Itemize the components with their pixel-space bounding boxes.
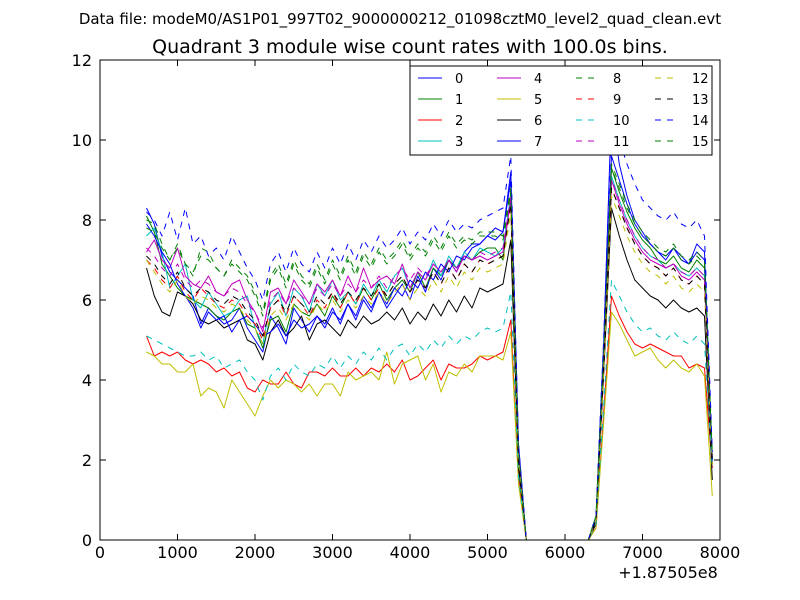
x-tick-label: 5000 [467,543,508,562]
legend-label-4: 4 [534,72,542,87]
y-tick-label: 12 [72,51,92,70]
y-tick-label: 6 [82,291,92,310]
legend-label-2: 2 [455,114,463,129]
legend-label-10: 10 [613,114,630,129]
legend-label-7: 7 [534,135,542,150]
series-line-2 [146,295,713,541]
legend-label-8: 8 [613,72,621,87]
legend-label-1: 1 [455,93,463,108]
legend-label-13: 13 [692,93,709,108]
legend-box [409,65,713,156]
x-tick-label: 7000 [622,543,663,562]
legend-label-6: 6 [534,114,542,129]
axis-ticks: 0 1000 2000 3000 4000 5000 6000 7000 80000246810… [72,51,741,562]
y-tick-label: 10 [72,131,92,150]
legend-label-0: 0 [455,72,463,87]
figure-suptitle: Data file: modeM0/AS1P01_997T02_90000002… [79,10,721,29]
x-offset-label: +1.87505e8 [618,563,718,582]
axes-frame [99,59,721,541]
x-tick-label: 0 [95,543,105,562]
series-line-12 [146,195,713,541]
legend-label-12: 12 [692,72,709,87]
series-line-4 [146,179,713,541]
y-tick-label: 4 [82,371,92,390]
plot-area [146,107,713,541]
x-tick-label: 2000 [235,543,276,562]
legend-label-9: 9 [613,93,621,108]
x-tick-label: 8000 [700,543,741,562]
legend-label-5: 5 [534,93,542,108]
y-tick-label: 2 [82,451,92,470]
series-line-6 [146,207,713,541]
y-tick-label: 8 [82,211,92,230]
legend-label-14: 14 [692,114,709,129]
legend-label-3: 3 [455,135,463,150]
legend-label-15: 15 [692,135,709,150]
series-line-8 [146,163,713,541]
x-tick-label: 6000 [545,543,586,562]
x-tick-label: 4000 [390,543,431,562]
series-line-11 [146,179,713,541]
y-tick-label: 0 [82,531,92,550]
series-line-5 [146,311,713,541]
x-tick-label: 1000 [157,543,198,562]
series-line-9 [146,187,713,541]
chart-title: Quadrant 3 module wise count rates with … [152,36,668,58]
series-line-14 [146,119,713,541]
x-tick-label: 3000 [312,543,353,562]
legend-label-11: 11 [613,135,630,150]
series-line-10 [146,279,713,541]
series-line-15 [146,167,713,541]
